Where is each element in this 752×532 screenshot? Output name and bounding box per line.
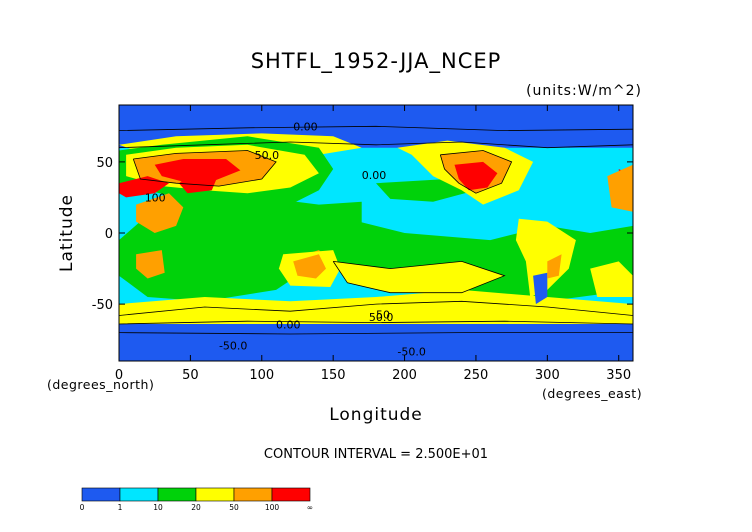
region-namerica-red [454,161,498,191]
region-safrica-orange [136,250,165,279]
contour-line-2 [119,332,633,335]
x-tick-label: 50 [182,368,199,383]
colorbar-level-label: 0 [80,503,85,512]
colorbar-level-label: ∞ [307,503,313,512]
colorbar-swatch [233,487,273,502]
contour-interval-note: CONTOUR INTERVAL = 2.500E+01 [264,447,488,462]
x-tick-label: 350 [606,368,631,383]
x-tick-label: 200 [392,368,417,383]
contour-line-3 [119,141,633,149]
contour-label: 100 [145,192,166,205]
colorbar-swatch [157,487,197,502]
region-polar-south [119,326,633,361]
contour-label: -50.0 [397,345,425,358]
contour-label: 50.0 [255,149,280,162]
region-samerica-blue [533,272,548,305]
contour-line-6 [132,150,277,187]
y-ticks: 50 0 -50 [92,156,633,313]
contour-label: 50 [376,308,390,321]
contour-line-5 [332,260,506,294]
x-axis-label: Longitude [329,405,423,425]
contour-line-0 [119,300,633,316]
region-arabia-red [179,169,219,194]
region-greenland-blue [547,116,605,148]
colorbar-level-label: 1 [118,503,123,512]
region-africa-red [119,176,169,198]
colorbar-level-label: 20 [191,503,201,512]
colorbar-level-label: 10 [153,503,163,512]
region-polar-north [119,105,633,134]
contour-label: -50.0 [219,340,247,353]
contour-lines [119,125,633,335]
region-east-edge-orange [607,164,633,212]
x-tick-label: 100 [249,368,274,383]
x-ticks: 0 50 100 150 200 250 300 350 [115,105,631,383]
x-tick-label: 0 [115,368,123,383]
x-tick-label: 250 [464,368,489,383]
chart-title: SHTFL_1952-JJA_NCEP [251,49,502,74]
contour-line-4 [119,125,633,132]
x-tick-label: 150 [321,368,346,383]
x-axis-note-left: (degrees_north) [47,377,154,392]
x-tick-label: 300 [535,368,560,383]
colorbar-swatch [271,487,311,502]
y-tick-label: -50 [92,298,113,313]
contour-line-7 [439,150,513,194]
colorbar-level-label: 100 [265,503,280,512]
region-south-pac-yellow [333,261,505,293]
colorbar-swatch [119,487,159,502]
contour-line-1 [119,320,633,325]
contour-label: 0.00 [276,318,301,331]
contour-labels: 0.00 50.0 0.00 100 50.0 0.00 50 -50.0 -50.0 [145,121,426,359]
units-label: (units:W/m^2) [526,83,642,99]
region-aus-orange2 [293,254,326,279]
contour-label: 50.0 [369,311,394,324]
colorbar [81,487,311,502]
colorbar-level-label: 50 [229,503,239,512]
colorbar-labels: 0 1 10 20 50 100 ∞ [80,503,314,512]
y-axis-label: Latitude [57,194,77,272]
y-tick-label: 0 [105,227,113,242]
region-samerica-yellow [515,218,576,297]
region-south-belt-yellow [119,289,633,324]
colorbar-swatch [195,487,235,502]
region-atl-yellow [590,261,633,297]
region-africa-orange [136,193,184,233]
field-regions [119,105,633,361]
region-samerica-orange [547,254,562,279]
contour-label: 0.00 [293,121,318,134]
colorbar-swatch [81,487,121,502]
contour-label: 0.00 [362,169,387,182]
plot-area [119,105,633,361]
y-tick-label: 50 [96,156,113,171]
x-axis-note-right: (degrees_east) [542,386,642,401]
